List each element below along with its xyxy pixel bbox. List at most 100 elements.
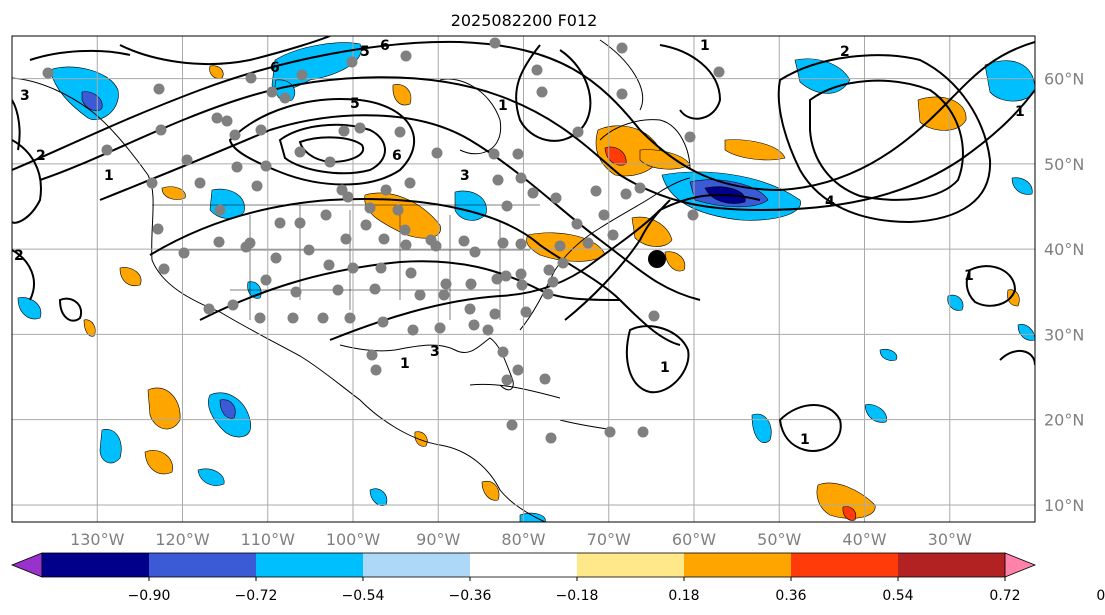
- station-dot: [531, 64, 543, 76]
- station-dot: [229, 129, 241, 141]
- station-dot: [231, 161, 243, 173]
- colorbar-under-triangle: [10, 552, 43, 578]
- station-markers: [42, 37, 725, 444]
- contour-label: 1: [104, 168, 114, 184]
- station-dot: [294, 217, 306, 229]
- station-dot: [414, 289, 426, 301]
- station-dot: [153, 83, 165, 95]
- station-dot: [557, 257, 569, 269]
- longitude-label: 70°W: [587, 530, 631, 549]
- station-dot: [458, 235, 470, 247]
- station-dot: [515, 172, 527, 184]
- longitude-label: 40°W: [842, 530, 886, 549]
- station-dot: [554, 240, 566, 252]
- longitude-label: 50°W: [757, 530, 801, 549]
- positive-anomaly-shading: [83, 65, 1020, 521]
- station-dot: [512, 364, 524, 376]
- contour-label: 1: [1015, 104, 1025, 120]
- station-dot: [497, 346, 509, 358]
- station-dot: [203, 303, 215, 315]
- contour-label: 6: [380, 38, 390, 54]
- station-dot: [637, 426, 649, 438]
- map-frame: [11, 35, 1036, 523]
- station-dot: [370, 364, 382, 376]
- colorbar-bin: [149, 553, 257, 577]
- station-dot: [378, 233, 390, 245]
- colorbar-bin: [256, 553, 364, 577]
- colorbar-frame: [41, 552, 1006, 578]
- longitude-label: 130°W: [70, 530, 125, 549]
- station-dot: [214, 204, 226, 216]
- state-borders: [152, 204, 540, 320]
- station-dot: [354, 122, 366, 134]
- longitude-label: 60°W: [672, 530, 716, 549]
- contour-label: 2: [840, 44, 850, 60]
- station-dot: [347, 262, 359, 274]
- contour-label: 5: [360, 44, 370, 60]
- station-dot: [539, 373, 551, 385]
- station-dot: [491, 273, 503, 285]
- station-dot: [254, 312, 266, 324]
- station-dot: [572, 126, 584, 138]
- station-dot: [501, 374, 513, 386]
- colorbar-tick-label: −0.90: [128, 588, 171, 604]
- station-dot: [687, 209, 699, 221]
- contour-lines: [12, 36, 1035, 452]
- station-dot: [515, 268, 527, 280]
- colorbar-tick-label: 0.18: [668, 588, 699, 604]
- station-dot: [290, 286, 302, 298]
- station-dot: [380, 184, 392, 196]
- contour-label: 5: [350, 96, 360, 112]
- longitude-label: 120°W: [155, 530, 210, 549]
- map-panel: 1 1 1 1 1 1 1 1 2 2 2 3 3 3 4 5 5 6 6 6: [11, 35, 1036, 523]
- station-dot: [400, 239, 412, 251]
- station-dot: [430, 240, 442, 252]
- station-dot: [392, 204, 404, 216]
- contour-label: 1: [700, 38, 710, 54]
- station-dot: [550, 192, 562, 204]
- station-dot: [270, 252, 282, 264]
- station-dot: [360, 219, 372, 231]
- station-dot: [338, 125, 350, 137]
- station-dot: [648, 310, 660, 322]
- station-dot: [251, 180, 263, 192]
- colorbar-tick-label: 0.36: [775, 588, 806, 604]
- station-dot: [543, 264, 555, 276]
- station-dot: [536, 86, 548, 98]
- station-dot: [323, 259, 335, 271]
- longitude-label: 110°W: [241, 530, 296, 549]
- colorbar-bin: [470, 553, 578, 577]
- station-dot: [317, 312, 329, 324]
- station-dot: [324, 156, 336, 168]
- latitude-label: 40°N: [1044, 240, 1084, 259]
- longitude-label: 80°W: [501, 530, 545, 549]
- station-dot: [520, 306, 532, 318]
- longitude-label: 90°W: [416, 530, 460, 549]
- latitude-label: 50°N: [1044, 155, 1084, 174]
- contour-label: 3: [460, 168, 470, 184]
- station-dot: [404, 177, 416, 189]
- station-dot: [42, 67, 54, 79]
- colorbar-tick-label: 0.54: [882, 588, 913, 604]
- station-dot: [211, 112, 223, 124]
- station-dot: [469, 246, 481, 258]
- contour-label: 1: [660, 360, 670, 376]
- latitude-label: 30°N: [1044, 325, 1084, 344]
- colorbar: −0.90 −0.72 −0.54 −0.36 −0.18 0.18 0.36 0.54 0.7…: [10, 552, 1105, 604]
- contour-label: 3: [20, 88, 30, 104]
- station-dot: [620, 188, 632, 200]
- station-dot: [340, 233, 352, 245]
- contour-label: 4: [825, 194, 835, 210]
- station-dot: [634, 182, 646, 194]
- station-dot: [438, 289, 450, 301]
- station-dot: [266, 86, 278, 98]
- colorbar-tick-label: 0.90: [1096, 588, 1105, 604]
- station-dot: [582, 237, 594, 249]
- station-dot: [512, 148, 524, 160]
- station-dot: [607, 229, 619, 241]
- contour-label: 1: [400, 356, 410, 372]
- station-dot: [482, 324, 494, 336]
- colorbar-bin: [898, 553, 1006, 577]
- colorbar-tick-label: 0.72: [989, 588, 1020, 604]
- storm-position-marker: [648, 250, 666, 268]
